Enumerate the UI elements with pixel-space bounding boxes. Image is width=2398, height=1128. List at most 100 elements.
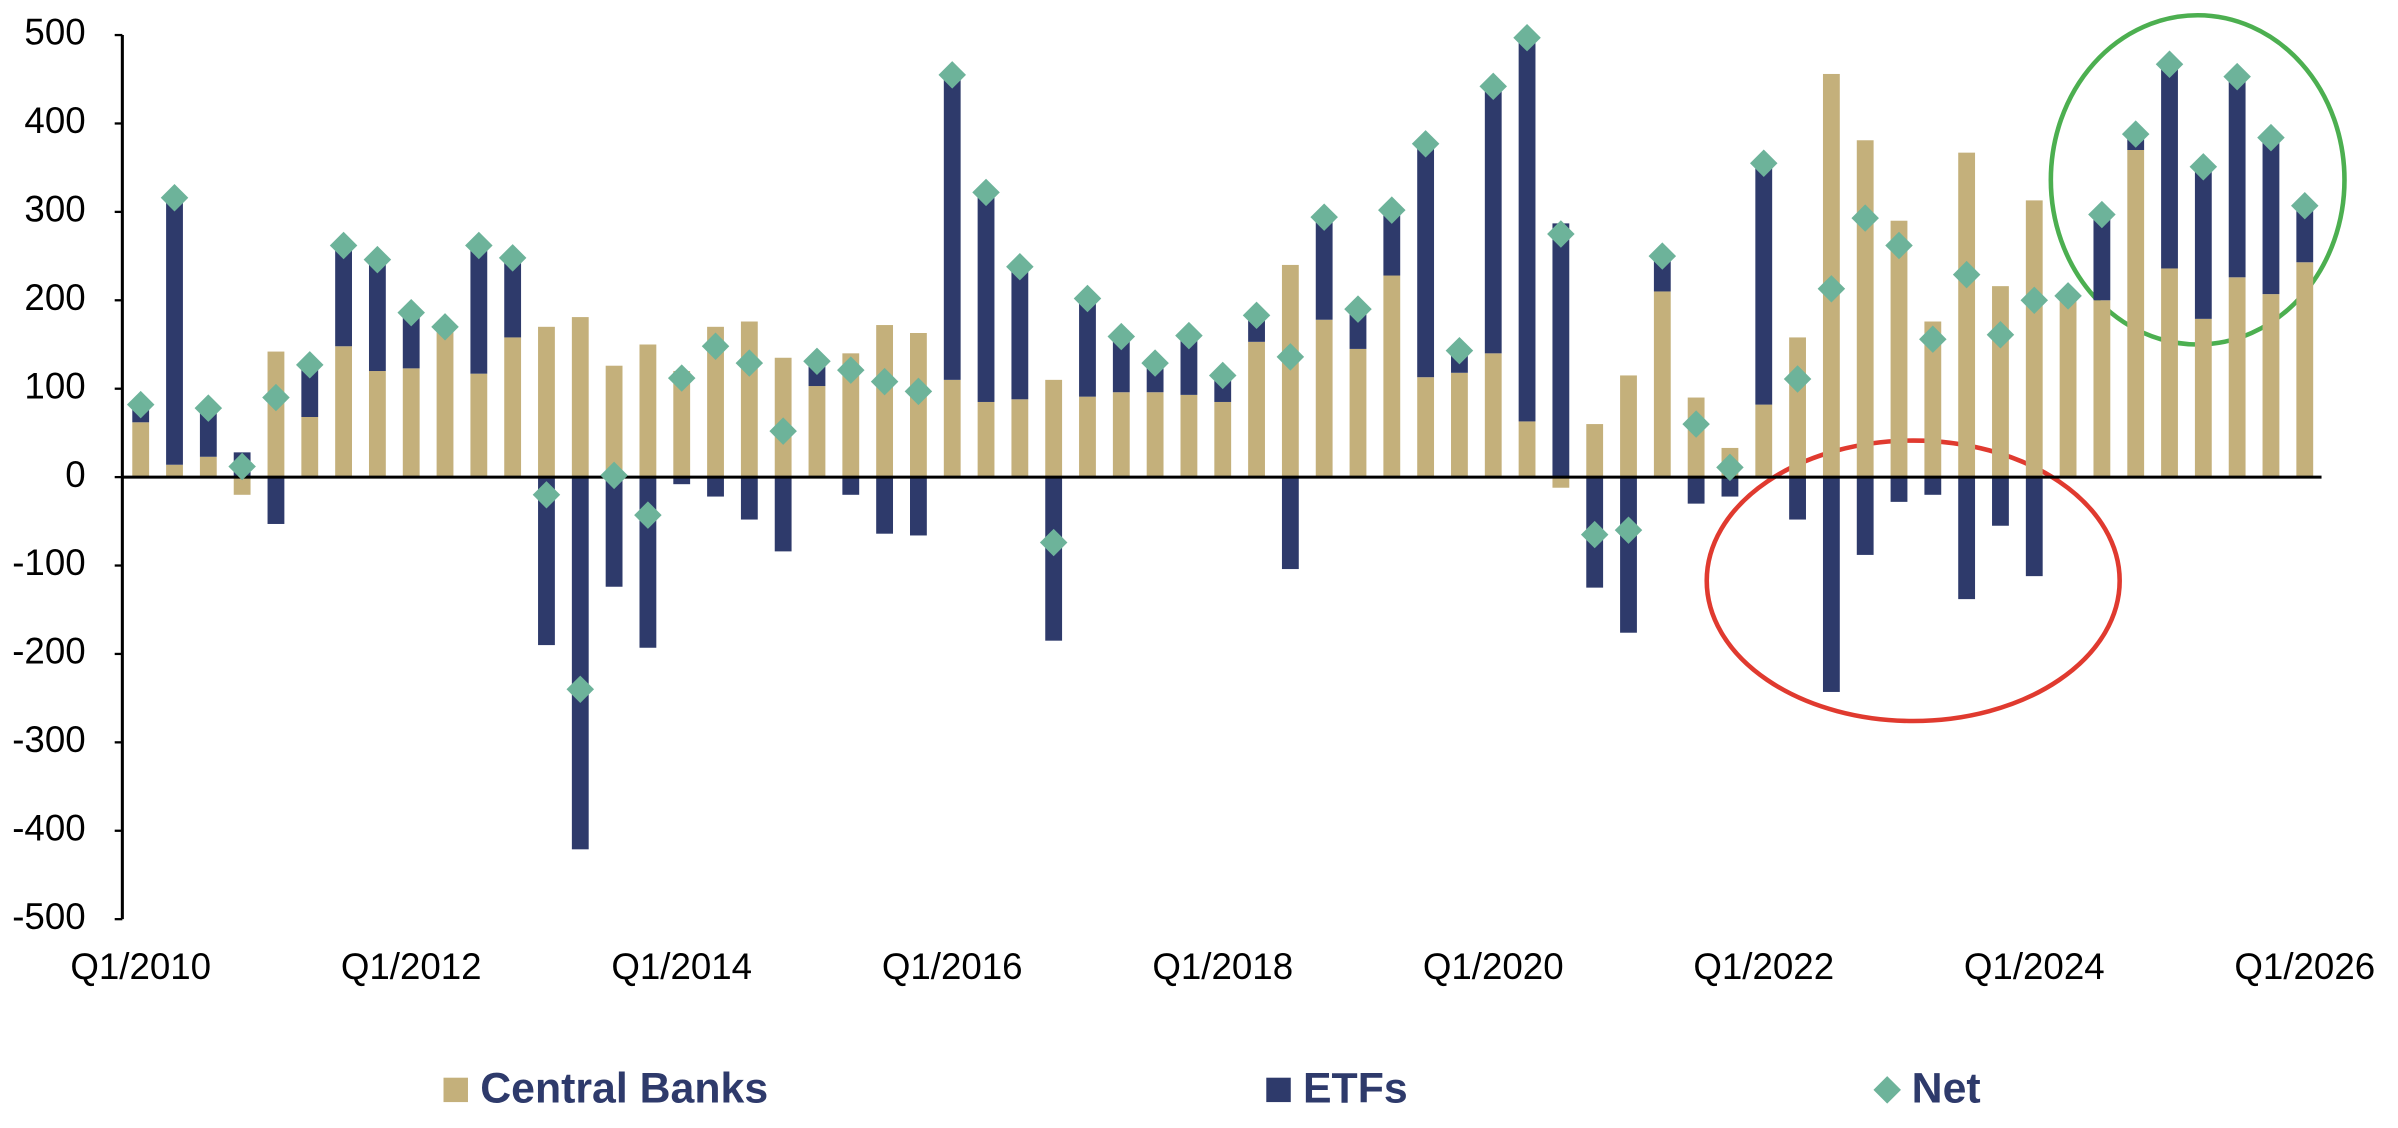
- net-marker: [194, 394, 223, 422]
- y-tick-label: -100: [12, 542, 85, 583]
- bar: [1653, 291, 1671, 478]
- net-marker: [2020, 286, 2049, 315]
- legend-label: Central Banks: [480, 1065, 768, 1113]
- bar: [605, 477, 623, 587]
- net-marker: [1479, 72, 1508, 101]
- y-tick-label: -400: [12, 807, 85, 848]
- net-marker: [2223, 62, 2251, 91]
- legend-label: Net: [1912, 1065, 1981, 1113]
- bar: [943, 379, 961, 478]
- bar: [1214, 401, 1232, 478]
- net-marker: [1885, 231, 1913, 260]
- net-marker: [1208, 361, 1237, 390]
- net-marker: [1580, 520, 1609, 549]
- net-marker: [1513, 23, 1541, 52]
- bar: [470, 373, 488, 478]
- bar: [2059, 295, 2077, 478]
- bar: [2296, 205, 2314, 263]
- bar: [876, 325, 894, 478]
- bar: [1958, 152, 1976, 478]
- bar: [910, 477, 927, 536]
- y-tick-label: 400: [24, 100, 85, 141]
- net-marker: [2054, 282, 2082, 310]
- bar: [1924, 321, 1942, 478]
- bar: [1315, 319, 1333, 478]
- net-marker: [1986, 321, 2015, 349]
- y-tick-label: -200: [12, 631, 85, 672]
- net-marker: [2088, 200, 2116, 229]
- net-marker: [600, 461, 628, 490]
- bar: [2025, 200, 2043, 478]
- bar: [2228, 76, 2246, 278]
- bar: [1180, 394, 1198, 478]
- x-tick-label: Q1/2020: [1423, 946, 1564, 987]
- net-marker: [228, 452, 256, 481]
- bar: [1755, 163, 1773, 405]
- net-marker: [1851, 204, 1879, 232]
- net-marker: [1817, 275, 1846, 303]
- bar: [1789, 337, 1806, 478]
- bar: [1687, 477, 1705, 504]
- bar: [740, 321, 758, 478]
- bar: [504, 337, 522, 478]
- y-tick-label: 0: [65, 454, 85, 495]
- net-marker: [1175, 321, 1203, 350]
- x-tick-label: Q1/2016: [882, 946, 1023, 987]
- bar: [1383, 210, 1401, 276]
- bar: [368, 371, 386, 478]
- x-tick-label: Q1/2026: [2234, 946, 2375, 987]
- bar: [1180, 335, 1198, 395]
- net-marker: [1411, 130, 1440, 158]
- x-tick-label: Q1/2010: [70, 946, 211, 987]
- bar: [1856, 477, 1874, 555]
- bar: [301, 365, 319, 417]
- bar: [2262, 294, 2280, 478]
- bar: [199, 456, 217, 478]
- y-tick-label: -500: [12, 896, 85, 937]
- y-tick-label: 500: [24, 12, 85, 53]
- bar: [1349, 348, 1367, 478]
- net-marker: [2257, 123, 2285, 152]
- bar: [1620, 477, 1637, 633]
- bar: [1518, 37, 1536, 422]
- bar: [1484, 353, 1502, 478]
- bar: [2093, 214, 2111, 301]
- bar: [605, 365, 623, 478]
- bar: [943, 74, 961, 380]
- net-marker: [1749, 149, 1778, 177]
- bar: [2127, 149, 2145, 478]
- bar: [267, 351, 285, 478]
- bar: [1451, 372, 1468, 478]
- bar: [166, 197, 183, 465]
- bar: [1822, 477, 1840, 692]
- net-marker: [938, 61, 966, 89]
- bar: [673, 371, 691, 478]
- net-marker: [1614, 516, 1643, 544]
- net-marker: [904, 377, 933, 406]
- net-marker: [1952, 260, 1981, 289]
- bar: [1112, 336, 1130, 393]
- net-marker: [1682, 410, 1710, 438]
- bar: [1484, 86, 1502, 354]
- bar: [977, 191, 995, 402]
- net-marker: [465, 231, 493, 260]
- net-marker: [701, 332, 730, 360]
- y-tick-label: 200: [24, 277, 85, 318]
- y-tick-label: 300: [24, 189, 85, 230]
- net-marker: [1547, 220, 1575, 248]
- net-marker: [1073, 284, 1102, 313]
- bar: [1079, 298, 1096, 397]
- net-marker: [870, 367, 899, 396]
- bar: [1045, 477, 1063, 641]
- bar: [707, 477, 724, 497]
- bar: [538, 326, 555, 478]
- bar: [166, 464, 183, 478]
- bar: [1383, 275, 1401, 478]
- bar: [199, 408, 217, 457]
- bar: [1721, 477, 1739, 497]
- bar: [335, 246, 352, 347]
- bar: [977, 401, 995, 478]
- bar: [335, 346, 352, 478]
- net-marker: [1107, 322, 1136, 351]
